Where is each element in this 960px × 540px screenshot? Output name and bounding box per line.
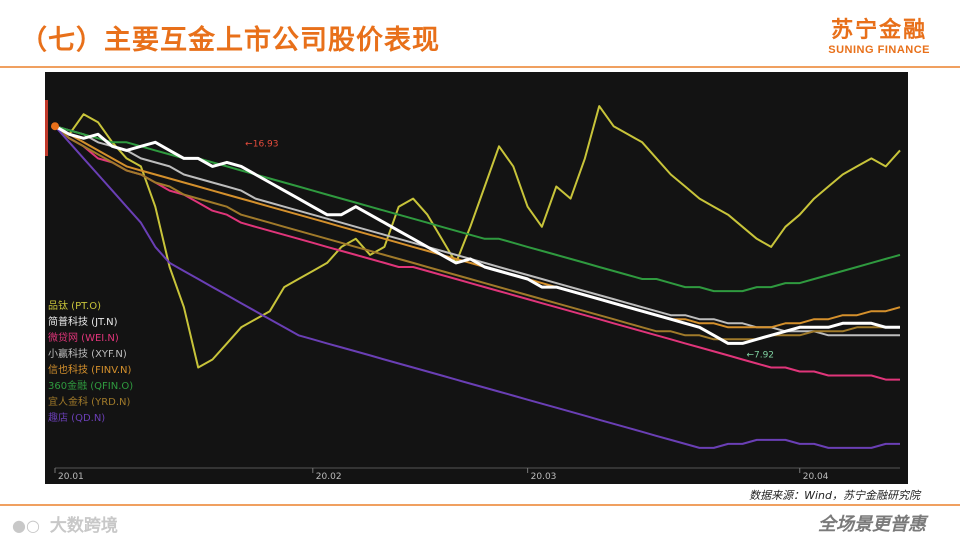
brand-logo: 苏宁金融 SUNING FINANCE	[828, 12, 930, 56]
x-tick-label-1: 20.02	[316, 472, 342, 482]
x-tick-label-2: 20.03	[531, 472, 557, 482]
source-note: 数据来源：Wind，苏宁金融研究院	[749, 489, 920, 502]
line-chart: 20.01 20.02 20.03 20.04 品钛 (PT.O) 简普科技 (JT.N…	[48, 105, 901, 482]
legend-entry-3: 小赢科技 (XYF.N)	[48, 347, 127, 360]
legend-entry-7: 趣店 (QD.N)	[48, 411, 105, 424]
watermark-logo-icon: ●○	[12, 516, 40, 535]
legend-entry-6: 宜人金科 (YRD.N)	[48, 395, 130, 408]
watermark: ●○ 大数跨境	[12, 511, 118, 536]
legend-entry-2: 微贷网 (WEI.N)	[48, 331, 119, 344]
series-line-1	[54, 124, 900, 345]
chart-edge-marker	[45, 100, 48, 156]
legend-entry-4: 信也科技 (FINV.N)	[48, 363, 131, 376]
watermark-text: 大数跨境	[49, 516, 118, 536]
header-divider	[0, 66, 960, 68]
series-line-4	[54, 125, 901, 329]
annotation-high: ←16.93	[245, 139, 278, 149]
x-tick-label-0: 20.01	[58, 472, 84, 482]
chart-panel: 20.01 20.02 20.03 20.04 品钛 (PT.O) 简普科技 (JT.N…	[45, 72, 908, 484]
page-title: （七）主要互金上市公司股价表现	[20, 25, 440, 56]
legend-entry-1: 简普科技 (JT.N)	[48, 315, 118, 328]
footer-slogan: 全场景更普惠	[818, 514, 926, 535]
legend-entry-0: 品钛 (PT.O)	[48, 300, 101, 312]
legend-entry-5: 360金融 (QFIN.O)	[48, 379, 133, 392]
brand-name-en: SUNING FINANCE	[828, 44, 930, 56]
footer-divider	[0, 504, 960, 506]
series-line-0	[54, 105, 901, 369]
start-point-marker	[51, 122, 59, 131]
brand-name-cn: 苏宁金融	[831, 18, 928, 43]
series-line-7	[54, 125, 900, 449]
series-line-2	[54, 125, 900, 381]
x-tick-label-3: 20.04	[803, 472, 829, 482]
annotation-low: ←7.92	[746, 350, 774, 360]
